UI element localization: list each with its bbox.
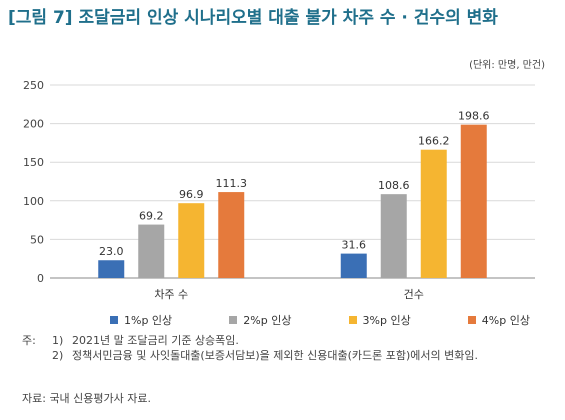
y-tick-label: 0 [37, 272, 44, 285]
y-tick-label: 100 [23, 195, 44, 208]
footnote-text: 정책서민금융 및 사잇돌대출(보증서담보)을 제외한 신용대출(카드론 포함)에… [72, 349, 478, 362]
footnote-label [22, 348, 52, 363]
footnote-2: 2) 정책서민금융 및 사잇돌대출(보증서담보)을 제외한 신용대출(카드론 포… [22, 348, 542, 363]
bar-value-label: 108.6 [378, 179, 410, 192]
bar [138, 224, 165, 278]
footnote-number: 1) [52, 334, 64, 347]
bar [218, 192, 245, 278]
bar [380, 194, 407, 278]
bar-value-label: 23.0 [99, 245, 124, 258]
y-tick-label: 150 [23, 156, 44, 169]
footnotes: 주: 1) 2021년 말 조달금리 기준 상승폭임. 2) 정책서민금융 및 … [22, 333, 542, 363]
footnote-label: 주: [22, 334, 36, 347]
bar-value-label: 31.6 [342, 239, 367, 252]
footnote-number: 2) [52, 349, 64, 362]
legend-label-1: 1%p 인상 [124, 314, 173, 327]
legend-swatch-3 [348, 316, 357, 324]
bar-value-label: 69.2 [139, 210, 164, 223]
bar-value-label: 111.3 [216, 177, 248, 190]
legend-label-3: 3%p 인상 [362, 314, 411, 327]
legend-swatch-4 [467, 316, 476, 324]
unit-label: (단위: 만명, 만건) [469, 60, 545, 71]
y-tick-label: 200 [23, 118, 44, 131]
legend-label-4: 4%p 인상 [481, 314, 530, 327]
legend-swatch-1 [110, 316, 118, 324]
y-tick-label: 50 [30, 233, 44, 246]
y-tick-label: 250 [23, 79, 44, 92]
footnote-1: 주: 1) 2021년 말 조달금리 기준 상승폭임. [22, 333, 542, 348]
source-note: 자료: 국내 신용평가사 자료. [22, 392, 152, 405]
bar-value-label: 198.6 [458, 110, 490, 123]
bar [98, 260, 125, 278]
x-category-label: 건수 [404, 288, 424, 301]
legend-item-3: 3%p 인상 [348, 312, 411, 328]
bar [420, 149, 447, 278]
legend-item-2: 2%p 인상 [229, 312, 291, 328]
bar [340, 253, 367, 278]
bar [460, 124, 487, 278]
bar [178, 203, 205, 278]
footnote-text: 2021년 말 조달금리 기준 상승폭임. [72, 334, 239, 347]
legend-swatch-2 [229, 316, 238, 324]
legend-label-2: 2%p 인상 [243, 314, 292, 327]
figure-title: [그림 7] 조달금리 인상 시나리오별 대출 불가 차주 수 · 건수의 변화 [8, 8, 498, 28]
x-category-label: 차주 수 [154, 288, 188, 301]
legend-item-1: 1%p 인상 [110, 312, 172, 328]
legend-item-4: 4%p 인상 [467, 312, 530, 328]
bar-value-label: 96.9 [179, 188, 204, 201]
bar-value-label: 166.2 [418, 135, 450, 148]
legend: 1%p 인상 2%p 인상 3%p 인상 4%p 인상 [110, 312, 530, 328]
bar-chart: 0 50 100 150 200 250 23.0 69.2 96.9 111.3 차주 수 31.6… [23, 79, 535, 301]
